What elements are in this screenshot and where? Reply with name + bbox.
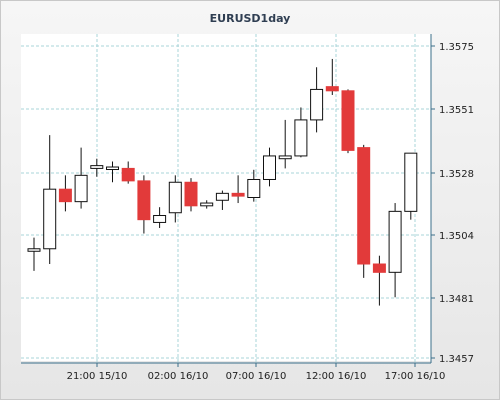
candle-body-up — [153, 215, 167, 223]
candle — [121, 161, 135, 184]
candle — [153, 207, 167, 228]
candle-body-up — [200, 202, 214, 207]
candle-body-up — [404, 152, 418, 212]
y-axis-ticks: 1.3457 1.3481 1.3504 1.3528 1.3551 1.3575 — [431, 42, 474, 365]
y-tick-label: 1.3504 — [439, 231, 474, 242]
x-tick-label: 12:00 16/10 — [306, 371, 367, 382]
candle-body-down — [137, 180, 151, 221]
candle-body-up — [388, 210, 402, 273]
candle — [90, 158, 104, 177]
candle-body-up — [215, 192, 229, 201]
candle — [231, 175, 245, 204]
candle-body-down — [372, 263, 386, 273]
candle-body-down — [58, 188, 72, 203]
chart-title: EURUSD1day — [209, 12, 291, 25]
candle-body-up — [90, 165, 104, 169]
x-tick-label: 02:00 16/10 — [148, 371, 209, 382]
x-tick-label: 21:00 15/10 — [67, 371, 128, 382]
candle-body-up — [27, 248, 41, 252]
x-tick-label: 17:00 16/10 — [385, 371, 446, 382]
candle-body-up — [247, 178, 261, 199]
y-tick-label: 1.3528 — [439, 169, 474, 180]
candle — [325, 58, 339, 95]
candle-body-up — [310, 88, 324, 121]
candles — [27, 58, 418, 306]
candle-body-down — [121, 167, 135, 182]
candle-body-up — [43, 188, 57, 250]
candle-body-down — [231, 192, 245, 197]
candle — [168, 175, 182, 223]
candle — [58, 175, 72, 212]
candle — [372, 255, 386, 306]
x-axis-ticks: 21:00 15/10 02:00 16/10 07:00 16/10 12:00 1… — [67, 363, 446, 382]
candle — [310, 67, 324, 133]
y-tick-label: 1.3575 — [439, 42, 474, 53]
x-tick-label: 07:00 16/10 — [226, 371, 287, 382]
candle — [106, 161, 119, 183]
candle — [404, 152, 418, 220]
candle — [357, 144, 371, 278]
candle — [184, 178, 198, 212]
candle — [341, 89, 355, 154]
candle-body-down — [341, 90, 355, 151]
candle-body-up — [106, 166, 119, 171]
candle — [247, 169, 261, 202]
candle — [215, 190, 229, 210]
axes — [21, 34, 432, 364]
candle — [74, 147, 88, 209]
candle — [27, 237, 41, 271]
candle — [388, 203, 402, 298]
candle-body-up — [74, 174, 88, 203]
candle-body-down — [325, 86, 339, 92]
y-tick-label: 1.3551 — [439, 105, 474, 116]
candle — [43, 135, 57, 265]
candle — [200, 200, 214, 209]
candle — [278, 119, 292, 169]
candle-body-down — [357, 147, 371, 265]
candle — [294, 107, 308, 158]
candle-body-up — [263, 155, 276, 180]
y-tick-label: 1.3457 — [439, 354, 474, 365]
candle — [263, 147, 276, 187]
candle — [137, 175, 151, 234]
candle-body-up — [294, 119, 308, 157]
y-tick-label: 1.3481 — [439, 294, 474, 305]
candle-body-up — [168, 181, 182, 214]
candle-body-down — [184, 181, 198, 207]
candle-body-up — [278, 155, 292, 160]
